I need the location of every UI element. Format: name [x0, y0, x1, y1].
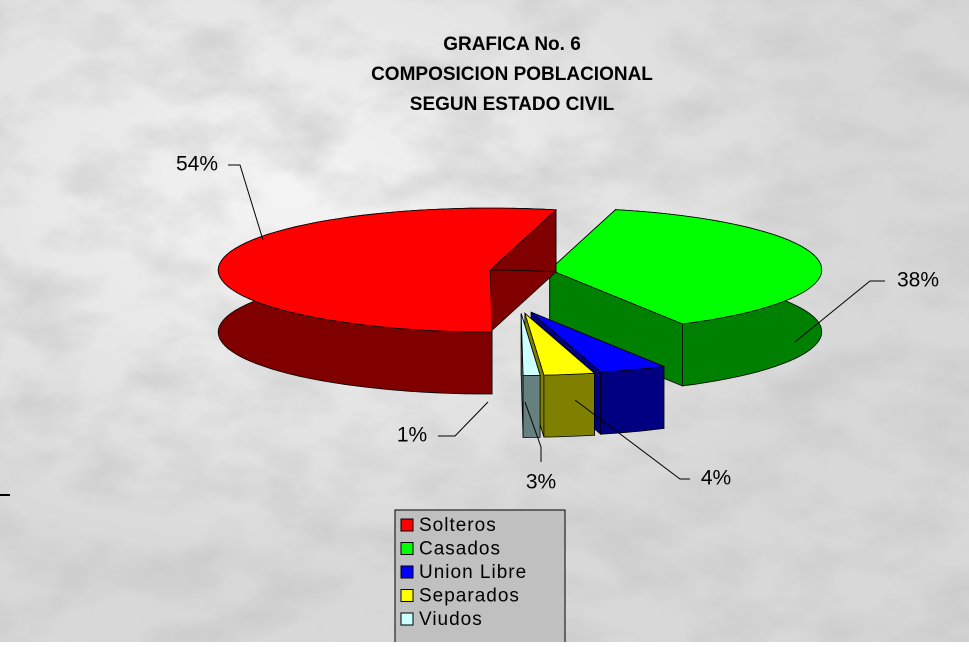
data-label: 1%	[397, 424, 427, 447]
data-label: 4%	[701, 467, 731, 490]
pie-slice	[520, 313, 541, 438]
slice-top	[520, 313, 541, 376]
legend-label: Separados	[419, 586, 520, 607]
data-label: 38%	[897, 269, 939, 292]
slice-wall	[543, 372, 595, 438]
legend-swatch	[400, 565, 414, 579]
legend-label: Viudos	[419, 609, 483, 630]
data-labels: 54% 38% 4% 3% 1%	[176, 153, 939, 494]
slice-top	[548, 209, 823, 325]
legend-box	[394, 509, 566, 647]
slice-wall	[522, 374, 541, 438]
chart-title: GRAFICA No. 6	[443, 34, 581, 55]
slice-top	[524, 312, 596, 376]
leader-line	[524, 401, 542, 462]
leader-line	[794, 280, 885, 343]
slice-wall	[600, 365, 665, 435]
pie-slice	[548, 208, 823, 387]
legend-swatch	[400, 518, 414, 532]
leader-line	[438, 401, 489, 437]
legend-swatch	[400, 612, 414, 626]
legend-swatch	[400, 542, 414, 555]
data-label: 54%	[176, 153, 218, 176]
data-label: 3%	[526, 471, 556, 494]
legend-label: Casados	[419, 539, 501, 560]
legend-label: Solteros	[419, 515, 497, 536]
legend-label: Union Libre	[419, 562, 527, 583]
slice-top	[530, 311, 666, 373]
chart-title: COMPOSICION POBLACIONAL	[371, 64, 653, 85]
pie-slice	[217, 207, 557, 395]
leader-line	[228, 164, 264, 241]
pie	[217, 207, 823, 438]
title: GRAFICA No. 6 COMPOSICION POBLACIONAL SE…	[371, 34, 653, 115]
chart-title: SEGUN ESTADO CIVIL	[410, 94, 615, 115]
leader-line	[574, 399, 690, 480]
legend-swatch	[400, 589, 414, 602]
slice-top	[217, 207, 557, 333]
